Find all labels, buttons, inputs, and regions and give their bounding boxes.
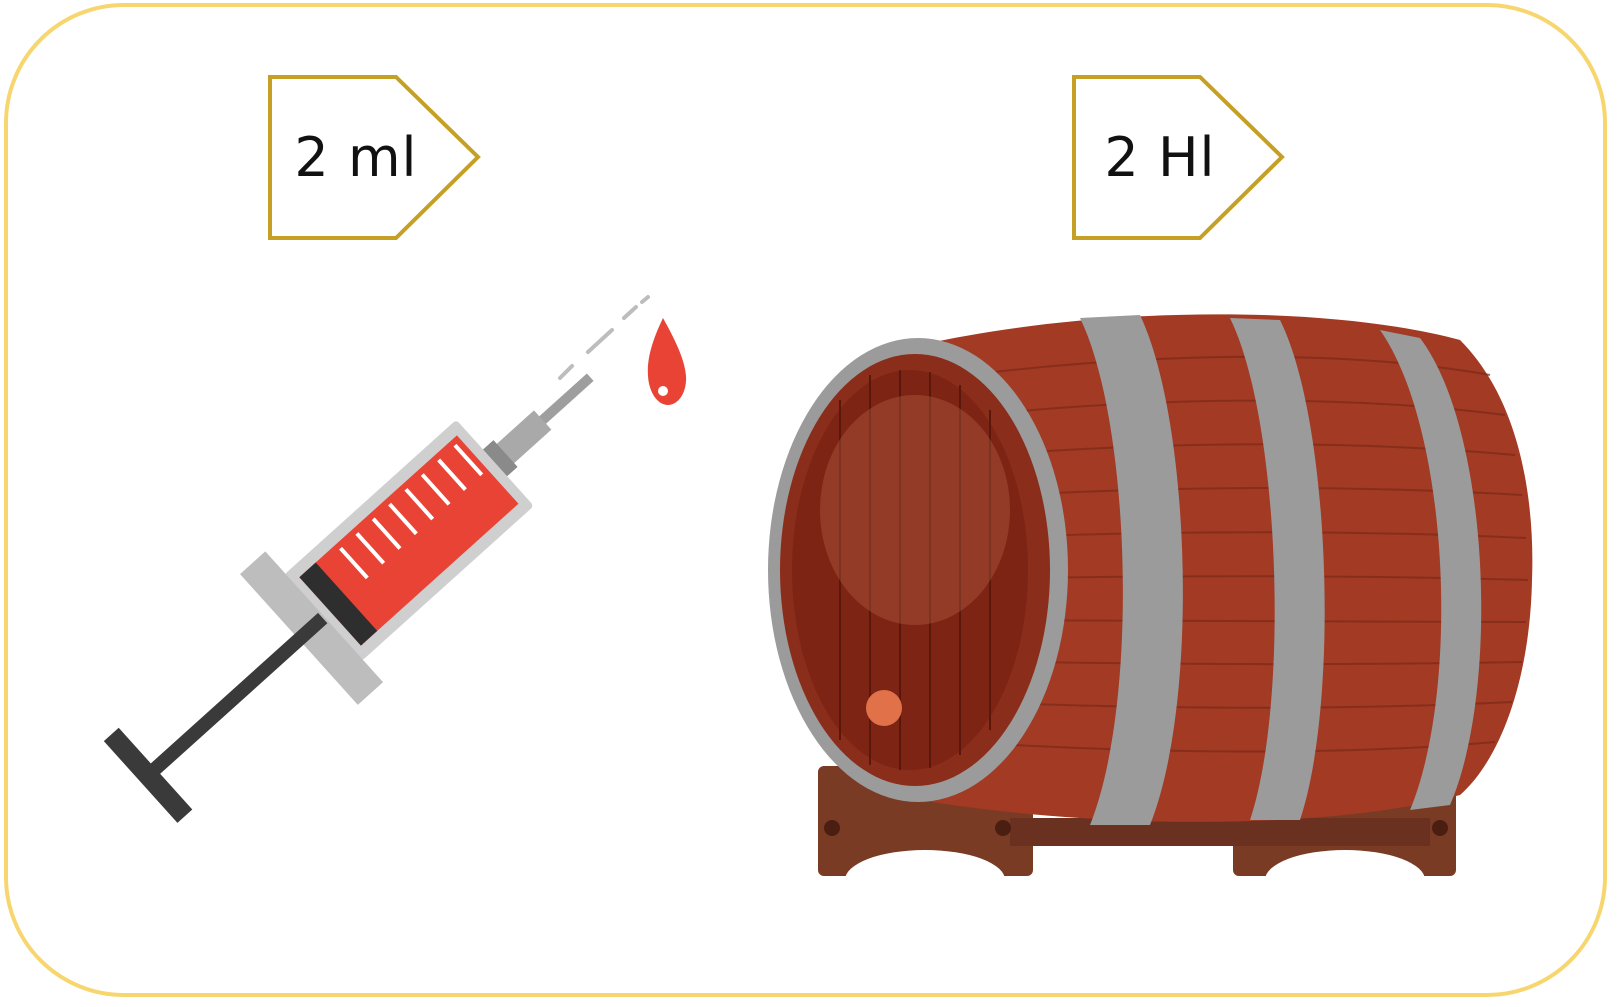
volume-tag-large: 2 Hl (1072, 75, 1287, 240)
barrel-tap-icon (866, 690, 902, 726)
tag-shape (268, 75, 481, 240)
drop-icon (647, 318, 687, 405)
tag-shape (1072, 75, 1285, 240)
large-volume-label: 2 Hl (1104, 126, 1216, 189)
volume-tag-small: 2 ml (268, 75, 483, 240)
small-volume-label: 2 ml (294, 126, 418, 189)
